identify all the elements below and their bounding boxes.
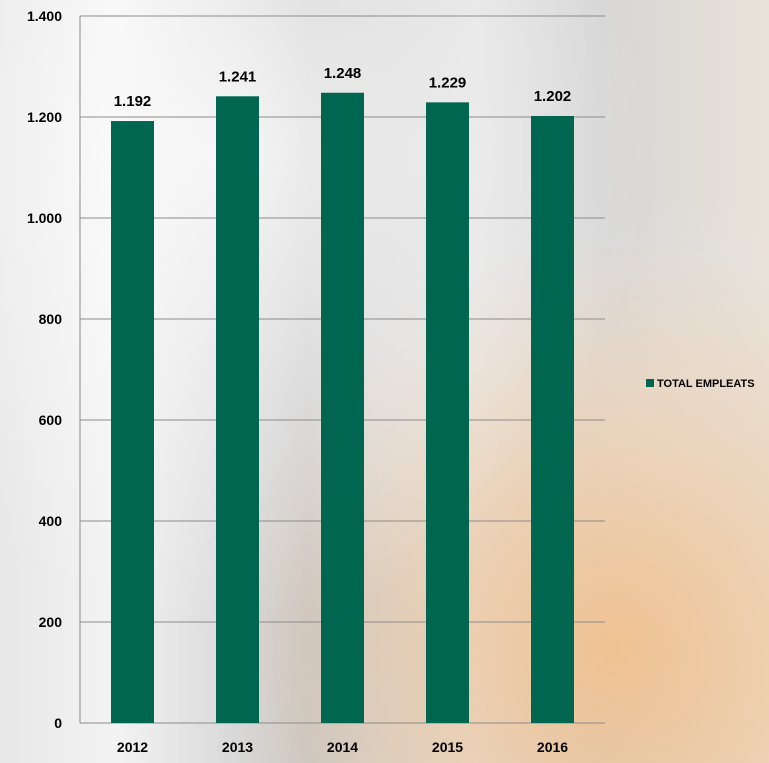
- data-label: 1.229: [429, 74, 467, 91]
- data-label: 1.248: [324, 65, 362, 82]
- x-tick-label: 2016: [537, 739, 568, 755]
- y-tick-label: 600: [39, 412, 63, 428]
- legend-label: TOTAL EMPLEATS: [657, 378, 755, 390]
- data-label: 1.202: [534, 88, 572, 105]
- data-label: 1.241: [219, 68, 257, 85]
- bar: [111, 121, 154, 724]
- data-label: 1.192: [114, 93, 152, 110]
- y-tick-label: 400: [39, 513, 63, 529]
- x-tick-label: 2012: [117, 739, 148, 755]
- y-tick-label: 800: [39, 311, 63, 327]
- x-tick-label: 2014: [327, 739, 358, 755]
- y-tick-label: 200: [39, 614, 63, 630]
- bar: [426, 102, 469, 724]
- y-tick-label: 1.400: [27, 8, 62, 24]
- bar: [321, 92, 364, 723]
- x-tick-label: 2015: [432, 739, 463, 755]
- bar: [531, 115, 574, 724]
- bar: [216, 96, 259, 724]
- x-tick-label: 2013: [222, 739, 253, 755]
- y-tick-label: 1.000: [27, 210, 62, 226]
- y-tick-label: 0: [54, 715, 62, 731]
- legend-swatch: [646, 379, 654, 387]
- y-tick-label: 1.200: [27, 109, 62, 125]
